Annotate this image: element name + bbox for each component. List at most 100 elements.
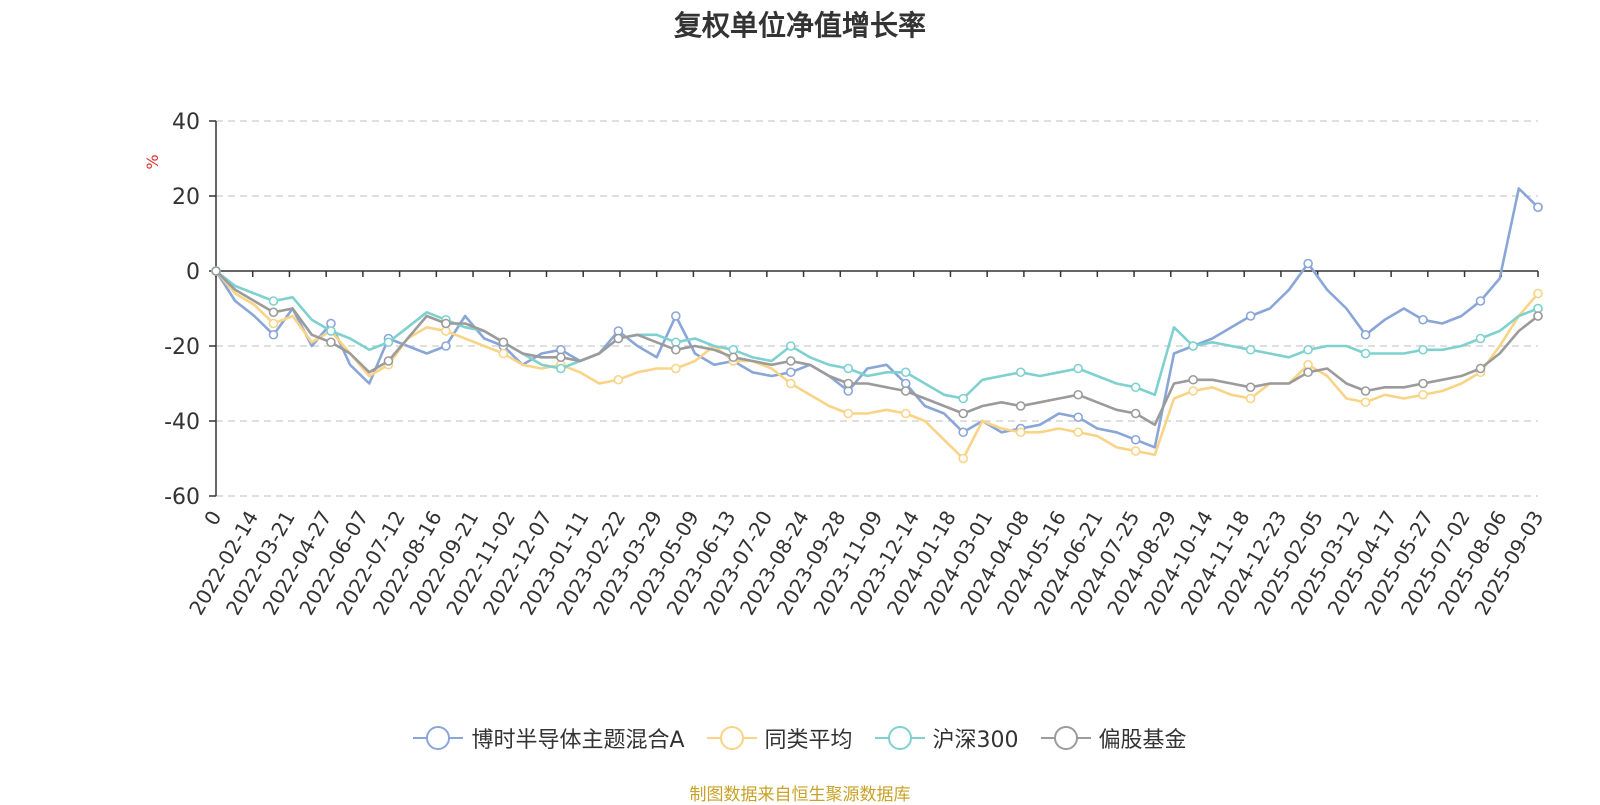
- series-point: [1418, 314, 1428, 325]
- series-point: [1188, 386, 1198, 396]
- legend-label: 偏股基金: [1098, 728, 1187, 753]
- series-point: [1188, 374, 1198, 385]
- series-point: [958, 408, 969, 419]
- y-tick-label: -60: [164, 485, 200, 510]
- legend-marker-circle: [887, 726, 912, 750]
- source-note: 制图数据来自恒生聚源数据库: [689, 785, 911, 805]
- series-point: [441, 341, 451, 351]
- series-point: [498, 348, 509, 359]
- series-point: [1130, 446, 1141, 456]
- series-point: [1360, 348, 1371, 359]
- legend-label: 同类平均: [764, 728, 853, 753]
- series-point: [1245, 311, 1256, 321]
- y-tick-label: -20: [164, 335, 200, 360]
- series-point: [900, 367, 911, 378]
- series-point: [843, 363, 854, 374]
- series-point: [1418, 344, 1428, 355]
- line-chart: -60-40-2002040%02022-02-142022-03-212022…: [143, 110, 1548, 619]
- legend-item[interactable]: 博时半导体主题混合A: [413, 722, 685, 754]
- grid-lines: [216, 120, 1538, 497]
- legend: 博时半导体主题混合A 同类平均 沪深300 偏股基金: [0, 722, 1600, 754]
- series-point: [556, 363, 566, 374]
- y-tick-label: 0: [186, 260, 200, 285]
- series-point: [1073, 427, 1083, 438]
- series-point: [1303, 344, 1313, 355]
- series-point: [1533, 202, 1543, 213]
- series-point: [900, 408, 911, 419]
- y-unit-label: %: [143, 154, 162, 169]
- series-point: [958, 393, 969, 404]
- series-point: [1533, 288, 1543, 299]
- legend-marker-circle: [1053, 726, 1078, 750]
- y-tick-label: 40: [172, 110, 200, 135]
- legend-marker: [1040, 725, 1091, 751]
- series-point: [843, 408, 854, 419]
- series-point: [1418, 389, 1428, 400]
- series-point: [1475, 296, 1486, 306]
- series-point: [728, 352, 739, 363]
- series-point: [843, 378, 854, 389]
- series-point: [268, 329, 279, 340]
- series-point: [1130, 382, 1141, 393]
- axes: [209, 120, 1539, 497]
- series-point: [326, 326, 336, 336]
- y-tick-label: -40: [164, 410, 200, 435]
- legend-item[interactable]: 同类平均: [706, 722, 853, 754]
- y-tick-label: 20: [172, 185, 200, 210]
- series-point: [1015, 427, 1026, 438]
- series-point: [1188, 341, 1198, 351]
- legend-label: 沪深300: [932, 728, 1019, 753]
- series-point: [785, 367, 796, 378]
- series-point: [1360, 386, 1371, 396]
- series-point: [1533, 311, 1543, 321]
- series-point: [268, 307, 279, 318]
- series-point: [671, 363, 681, 374]
- series-point: [900, 386, 911, 396]
- series-point: [1073, 363, 1083, 374]
- series-point: [556, 352, 566, 363]
- series-point: [958, 453, 969, 464]
- legend-marker-circle: [426, 726, 451, 750]
- series-point: [498, 337, 509, 348]
- series-point: [671, 311, 681, 321]
- legend-item[interactable]: 偏股基金: [1040, 722, 1187, 754]
- series-point: [268, 318, 279, 329]
- series-point: [1360, 397, 1371, 408]
- series-line: [215, 269, 1539, 400]
- series-point: [785, 356, 796, 366]
- series-point: [1418, 378, 1428, 389]
- series-point: [785, 341, 796, 351]
- series-point: [1073, 412, 1083, 423]
- series-line: [215, 270, 1539, 460]
- series-point: [383, 337, 394, 348]
- series-point: [1073, 389, 1083, 400]
- series-lines: [211, 187, 1543, 464]
- series-point: [1015, 401, 1026, 411]
- series-line: [215, 270, 1539, 427]
- series-point: [1475, 333, 1486, 344]
- series-point: [1360, 329, 1371, 340]
- series-line: [214, 187, 1539, 449]
- series-point: [1245, 344, 1256, 355]
- series-point: [326, 337, 336, 348]
- series-point: [1303, 367, 1313, 378]
- series-point: [1130, 434, 1141, 445]
- legend-item[interactable]: 沪深300: [874, 722, 1019, 754]
- legend-label: 博时半导体主题混合A: [471, 728, 685, 753]
- series-point: [671, 344, 681, 355]
- legend-marker: [413, 725, 464, 751]
- series-point: [785, 378, 796, 389]
- series-point: [1475, 363, 1486, 374]
- series-point: [383, 356, 394, 366]
- legend-marker: [874, 725, 925, 751]
- series-point: [441, 318, 451, 329]
- series-point: [211, 266, 221, 276]
- series-point: [1303, 258, 1313, 269]
- series-point: [1130, 408, 1141, 419]
- series-point: [1245, 382, 1256, 393]
- series-point: [613, 374, 624, 385]
- series-point: [613, 333, 624, 344]
- series-point: [958, 427, 969, 438]
- x-tick-label: 0: [199, 507, 226, 530]
- series-point: [1245, 393, 1256, 404]
